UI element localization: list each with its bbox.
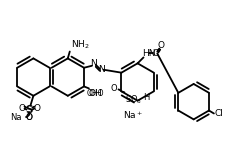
- Text: N: N: [90, 59, 97, 68]
- Text: C: C: [152, 49, 158, 58]
- Text: O: O: [26, 113, 33, 122]
- Text: Na: Na: [10, 113, 22, 122]
- Text: SO$_3$: SO$_3$: [125, 93, 143, 106]
- Text: O: O: [25, 113, 33, 122]
- Text: OH: OH: [89, 89, 103, 98]
- Text: O: O: [34, 104, 41, 113]
- Text: Na$^+$: Na$^+$: [123, 109, 143, 121]
- Text: O: O: [111, 84, 117, 93]
- Text: N: N: [98, 65, 105, 74]
- Text: O: O: [18, 104, 25, 113]
- Text: NH$_2$: NH$_2$: [71, 38, 89, 50]
- Text: HN: HN: [142, 49, 156, 58]
- Text: O: O: [158, 41, 165, 50]
- Text: Cl: Cl: [215, 109, 224, 118]
- Text: S: S: [26, 105, 33, 115]
- Text: OHO: OHO: [87, 89, 104, 98]
- Text: H: H: [143, 93, 150, 102]
